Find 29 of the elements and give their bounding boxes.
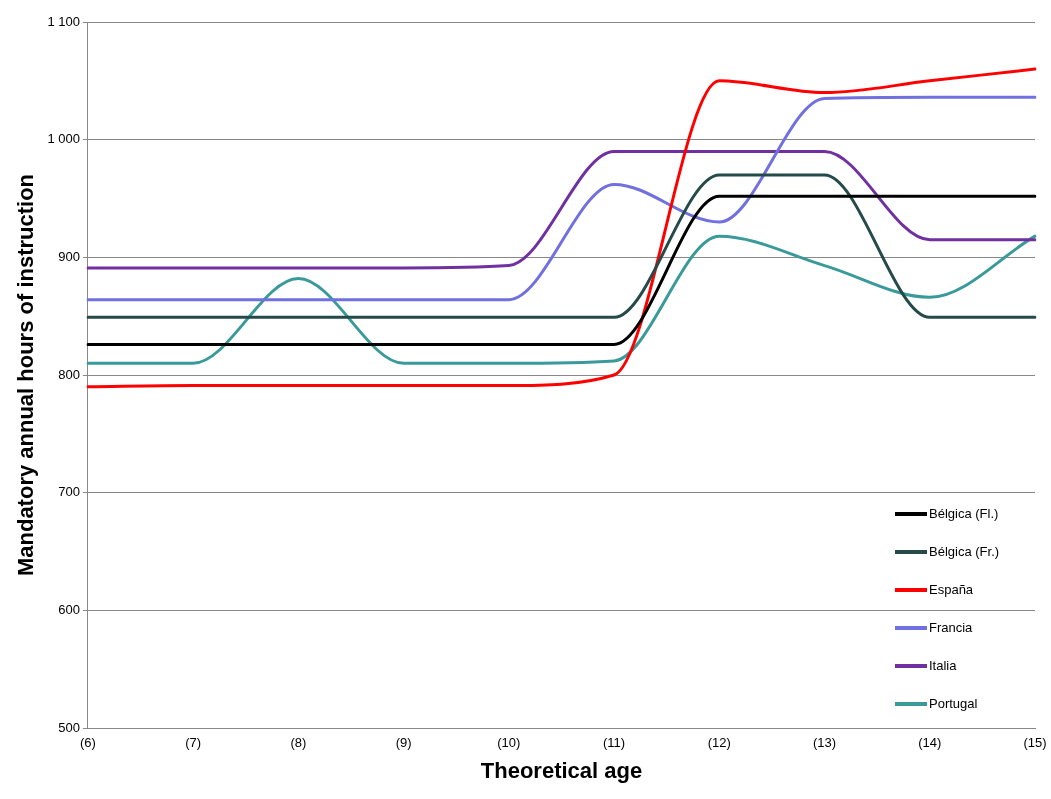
x-tick-label: (6) bbox=[79, 735, 96, 751]
legend-label: Bélgica (Fr.) bbox=[929, 543, 1000, 559]
x-tick-label: (13) bbox=[812, 735, 837, 751]
line-series bbox=[86, 149, 1037, 270]
legend-label: Bélgica (Fl.) bbox=[929, 505, 999, 521]
x-tick-label: (14) bbox=[918, 735, 942, 751]
x-tick-label: (7) bbox=[185, 735, 202, 751]
legend-label: España bbox=[929, 581, 974, 597]
line-series bbox=[86, 95, 1037, 302]
x-tick-label: (8) bbox=[290, 735, 307, 751]
line-series bbox=[86, 67, 1037, 389]
y-axis-title: Mandatory annual hours of instruction bbox=[13, 173, 39, 577]
x-tick-label: (10) bbox=[497, 735, 521, 751]
x-tick-label: (12) bbox=[707, 735, 731, 751]
line-series bbox=[86, 234, 1037, 365]
y-tick-label: 500 bbox=[58, 719, 80, 735]
y-tick-label: 1 000 bbox=[47, 131, 80, 147]
y-tick-label: 1 100 bbox=[47, 13, 80, 29]
legend-label: Portugal bbox=[929, 695, 978, 711]
y-tick-label: 700 bbox=[58, 484, 80, 500]
y-tick-label: 600 bbox=[58, 601, 80, 617]
x-tick-label: (9) bbox=[395, 735, 412, 751]
x-tick-label: (15) bbox=[1023, 735, 1047, 751]
x-tick-label: (11) bbox=[603, 735, 626, 751]
x-axis-title: Theoretical age bbox=[480, 757, 643, 783]
legend-label: Italia bbox=[929, 657, 958, 673]
legend-label: Francia bbox=[929, 619, 974, 635]
y-tick-label: 800 bbox=[58, 366, 80, 382]
y-tick-label: 900 bbox=[58, 248, 80, 264]
